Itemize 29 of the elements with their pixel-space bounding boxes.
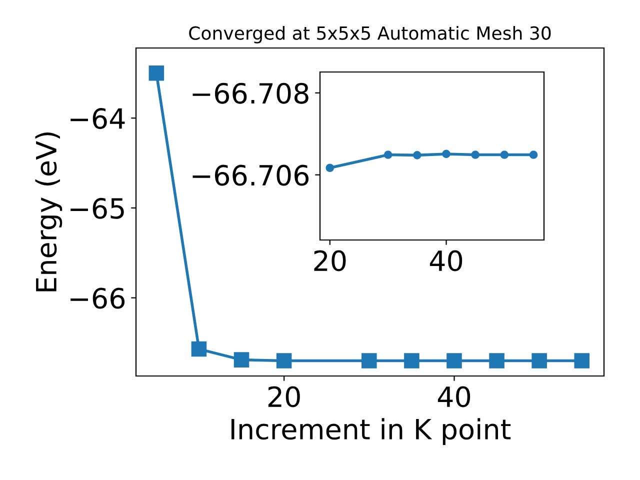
point xyxy=(326,164,334,172)
point xyxy=(471,150,480,159)
x-axis-title: Increment in K point xyxy=(231,418,511,446)
x-tick-label: 20 xyxy=(268,386,300,408)
y-tick-label: −66.708 xyxy=(192,82,308,104)
y-tick-label: −65 xyxy=(70,198,124,219)
point xyxy=(489,353,504,368)
x-tick-label: 40 xyxy=(438,386,470,408)
point xyxy=(412,151,422,160)
point xyxy=(404,353,420,368)
point xyxy=(500,150,509,159)
y-tick-label: −66.706 xyxy=(192,164,309,186)
point xyxy=(446,353,462,368)
x-tick-label: 40 xyxy=(430,250,462,272)
point xyxy=(234,352,250,368)
point xyxy=(442,150,450,158)
point xyxy=(529,150,538,159)
chart-title: Converged at 5x5x5 Automatic Mesh 30 xyxy=(189,26,551,44)
point xyxy=(362,353,377,368)
y-axis-title: Energy (eV) xyxy=(35,132,62,292)
point xyxy=(532,353,547,368)
point xyxy=(276,353,292,368)
point xyxy=(191,341,207,357)
point xyxy=(384,150,392,159)
point xyxy=(574,353,590,368)
x-tick-label: 20 xyxy=(314,250,346,272)
y-tick-label: −66 xyxy=(70,288,125,309)
y-tick-label: −64 xyxy=(70,108,125,130)
point xyxy=(148,66,164,81)
